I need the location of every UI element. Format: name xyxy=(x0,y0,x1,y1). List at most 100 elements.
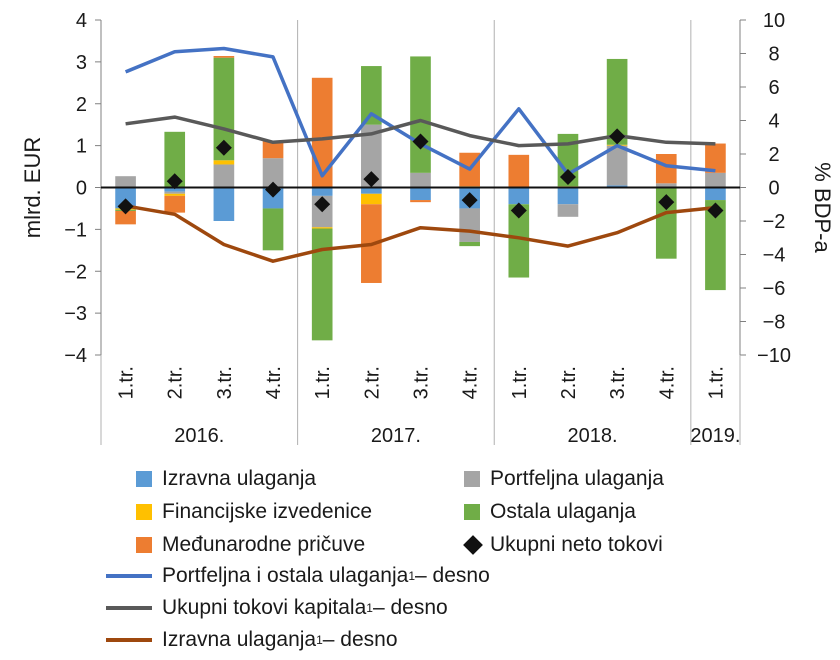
legend-label-ostala: Ostala ulaganja xyxy=(490,500,636,523)
legend-label-izravna: Izravna ulaganja xyxy=(162,467,317,490)
bar-ostala xyxy=(361,66,382,125)
right-tick-label: 8 xyxy=(768,44,779,66)
left-tick-label: −2 xyxy=(64,261,87,283)
legend-label-izvedenice: Financijske izvedenice xyxy=(162,500,373,523)
net-flow-marker xyxy=(461,192,478,209)
legend-swatch-izvedenice xyxy=(136,504,152,520)
category-label: 1.tr. xyxy=(705,366,727,399)
bar-pricuve xyxy=(311,77,333,188)
bar-izravna xyxy=(557,187,579,205)
bar-izvedenice xyxy=(311,227,333,229)
left-axis-title: mlrd. EUR xyxy=(20,137,45,238)
category-label: 1.tr. xyxy=(509,366,531,399)
bar-portfeljna xyxy=(361,124,382,188)
category-label: 2.tr. xyxy=(558,366,580,399)
net-flow-marker xyxy=(314,196,331,213)
legend-item-line-izravna: Izravna ulaganja 1 – desno xyxy=(106,628,398,652)
legend-item-line-ukupni: Ukupni tokovi kapitala 1 – desno xyxy=(106,596,448,620)
bar-portfeljna xyxy=(213,164,235,188)
line-series-3 xyxy=(125,204,716,263)
legend-item-markers: Ukupni neto tokovi xyxy=(463,533,663,557)
legend-item-line-portfeljna-ostala: Portfeljna i ostala ulaganja 1 – desno xyxy=(106,564,490,588)
year-label: 2019. xyxy=(690,425,740,447)
bar-pricuve xyxy=(655,154,677,184)
bar-pricuve xyxy=(508,154,530,188)
legend-item-izvedenice: Financijske izvedenice xyxy=(136,500,372,524)
bar-portfeljna xyxy=(705,172,726,188)
net-flow-marker xyxy=(215,139,232,156)
left-tick-label: −4 xyxy=(64,345,87,367)
bar-portfeljna xyxy=(115,176,136,188)
year-label: 2017. xyxy=(371,425,421,447)
bar-ostala xyxy=(262,208,284,251)
legend-label-line-portfeljna-ostala: Portfeljna i ostala ulaganja xyxy=(162,564,409,587)
bar-portfeljna xyxy=(262,158,284,188)
legend-swatch-pricuve xyxy=(136,537,152,553)
legend-line-portfeljna-ostala xyxy=(106,574,152,578)
bar-pricuve xyxy=(213,56,235,58)
category-label: 1.tr. xyxy=(116,366,138,399)
right-tick-label: −10 xyxy=(757,345,791,367)
legend-suffix-line-ukupni: – desno xyxy=(372,596,448,619)
net-flow-marker xyxy=(166,173,183,190)
bar-izravna xyxy=(164,187,186,192)
bar-ostala xyxy=(705,200,726,291)
right-tick-label: −2 xyxy=(763,211,786,233)
net-flow-marker xyxy=(265,181,282,198)
bar-ostala xyxy=(459,241,480,247)
legend-suffix-line-izravna: – desno xyxy=(322,628,398,651)
right-tick-label: 2 xyxy=(768,144,779,166)
right-axis-title: % BDP-a xyxy=(810,162,835,253)
bar-izravna xyxy=(115,187,136,209)
category-label: 2.tr. xyxy=(361,366,383,399)
bar-izravna xyxy=(410,187,431,201)
legend-item-ostala: Ostala ulaganja xyxy=(464,500,636,524)
year-label: 2016. xyxy=(174,425,224,447)
footnote-mark: 1 xyxy=(316,633,323,647)
legend-item-portfeljna: Portfeljna ulaganja xyxy=(464,467,664,491)
legend-swatch-ostala xyxy=(464,504,480,520)
bar-izravna xyxy=(361,187,382,194)
net-flow-marker xyxy=(363,171,380,188)
bar-izvedenice xyxy=(361,193,382,205)
category-label: 3.tr. xyxy=(607,366,629,399)
net-flow-marker xyxy=(559,169,576,186)
bar-pricuve xyxy=(115,210,136,225)
bar-ostala xyxy=(606,58,628,145)
net-flow-marker xyxy=(510,202,527,219)
category-label: 1.tr. xyxy=(312,366,334,399)
right-tick-label: 0 xyxy=(768,178,779,200)
bar-izravna xyxy=(705,187,726,201)
bar-ostala xyxy=(311,228,333,341)
category-label: 3.tr. xyxy=(411,366,433,399)
category-label: 3.tr. xyxy=(214,366,236,399)
category-label: 4.tr. xyxy=(460,366,482,399)
bar-izvedenice xyxy=(164,193,186,196)
bar-izravna xyxy=(262,187,284,209)
left-tick-label: 4 xyxy=(76,10,87,32)
bar-ostala xyxy=(410,56,431,173)
bar-ostala xyxy=(508,204,530,278)
legend-suffix-line-portfeljna-ostala: – desno xyxy=(415,564,490,587)
net-flow-marker xyxy=(658,194,675,211)
bar-ostala xyxy=(557,133,579,187)
left-tick-label: 3 xyxy=(76,52,87,74)
right-tick-label: 6 xyxy=(768,77,779,99)
right-tick-label: 4 xyxy=(768,111,779,133)
bar-pricuve xyxy=(262,141,284,159)
net-flow-marker xyxy=(412,133,429,150)
bar-pricuve xyxy=(164,195,186,213)
bar-ostala xyxy=(164,131,186,188)
net-flow-marker xyxy=(707,202,724,219)
left-tick-label: −3 xyxy=(64,303,87,325)
bar-portfeljna xyxy=(410,172,431,188)
left-tick-label: 2 xyxy=(76,94,87,116)
legend-item-izravna: Izravna ulaganja xyxy=(136,467,316,491)
footnote-mark: 1 xyxy=(366,601,373,615)
bar-pricuve xyxy=(705,143,726,173)
category-label: 4.tr. xyxy=(656,366,678,399)
right-tick-label: −4 xyxy=(763,245,786,267)
bar-izvedenice xyxy=(213,160,235,165)
legend-swatch-portfeljna xyxy=(464,471,480,487)
